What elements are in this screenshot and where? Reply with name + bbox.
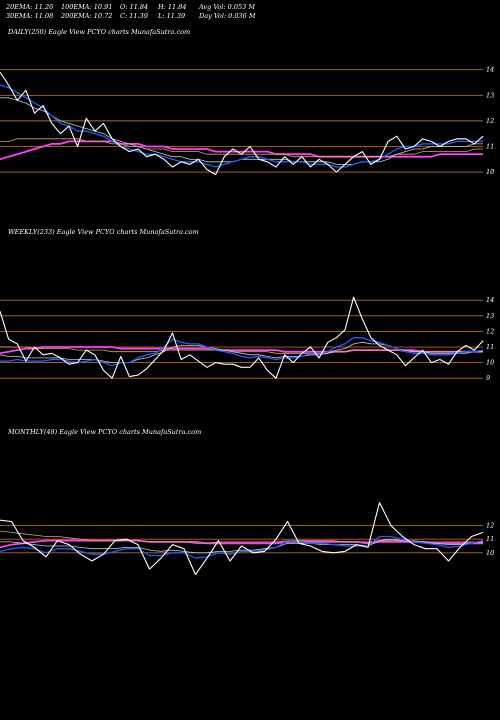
y-tick-label: 10	[486, 168, 494, 176]
ema20-line	[0, 535, 484, 559]
y-tick-label: 11	[486, 343, 494, 351]
y-tick-label: 13	[486, 91, 494, 99]
open-label: O: 11.84	[120, 3, 149, 11]
weekly-chart: 9 10 11 12 13 14	[0, 296, 494, 382]
ema20-label: 20EMA: 11.26	[6, 3, 54, 11]
day-volume-label: Day Vol: 0.036 M	[199, 12, 256, 20]
y-tick-label: 13	[486, 312, 494, 320]
ema30-line	[0, 538, 484, 554]
avg-volume-label: Avg Vol: 0.053 M	[199, 3, 256, 11]
monthly-panel-title: MONTHLY(48) Eagle View PCYO charts Munaf…	[8, 428, 202, 436]
y-tick-label: 14	[486, 66, 494, 74]
ema200-line	[0, 140, 483, 161]
ema20-line	[0, 84, 483, 168]
ema30-label: 30EMA: 11.08	[6, 12, 54, 20]
ema20-line	[0, 337, 484, 367]
y-tick-label: 12	[486, 522, 494, 530]
ema200-line	[0, 539, 483, 549]
y-tick-label: 10	[486, 359, 494, 367]
y-tick-label: 12	[486, 327, 494, 335]
price-line	[0, 296, 484, 379]
y-tick-label: 9	[486, 374, 490, 382]
daily-chart: 10 11 12 13 14	[0, 66, 494, 176]
price-line	[0, 71, 484, 176]
weekly-panel-title: WEEKLY(233) Eagle View PCYO charts Munaf…	[8, 228, 199, 236]
y-tick-label: 10	[486, 549, 494, 557]
ema30-line	[0, 341, 483, 364]
y-tick-label: 12	[486, 117, 494, 125]
price-line	[0, 501, 484, 576]
ema100-label: 100EMA: 10.91	[61, 3, 113, 11]
y-tick-label: 14	[486, 296, 494, 304]
low-label: L: 11.39	[158, 12, 186, 20]
ema200-label: 200EMA: 10.72	[61, 12, 113, 20]
y-tick-label: 11	[486, 142, 494, 150]
y-tick-label: 11	[486, 535, 494, 543]
high-label: H: 11.84	[158, 3, 187, 11]
daily-panel-title: DAILY(250) Eagle View PCYO charts Munafa…	[8, 28, 191, 36]
monthly-chart: 10 11 12	[0, 501, 494, 576]
close-label: C: 11.39	[120, 12, 148, 20]
